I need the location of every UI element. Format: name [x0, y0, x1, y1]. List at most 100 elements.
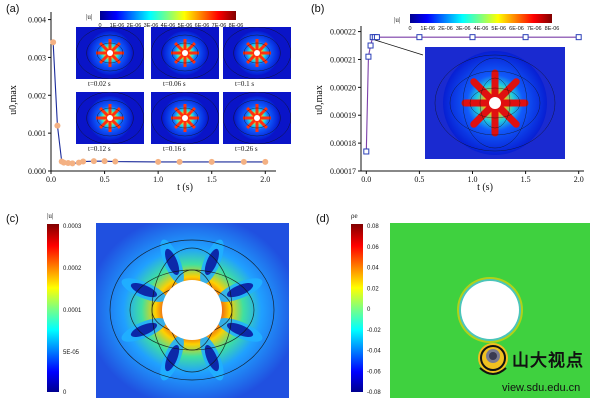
panel-a-point [112, 158, 119, 165]
panel-a-ylabel: u0,max [8, 85, 19, 115]
panel-a-xlabel: t (s) [177, 182, 193, 193]
panel-b-point [469, 34, 476, 41]
panel-b-point [367, 42, 374, 49]
panel-a-ytick-label: 0.002 [28, 91, 46, 100]
watermark-name: 山大视点 [512, 351, 584, 370]
panel-b-ytick-label: 0.00017 [330, 167, 356, 176]
panel-d-colorbar-tick: 0 [367, 307, 371, 313]
panel-a-point [101, 158, 108, 165]
panel-c-colorbar [47, 224, 59, 392]
panel-a-colorbar-tick: 4E-06 [161, 23, 176, 29]
panel-a-xtick-label: 2.0 [260, 175, 270, 184]
panel-d-colorbar-tick: -0.02 [367, 328, 381, 334]
panel-b-xtick-label: 2.0 [574, 175, 584, 184]
panel-b-xlabel: t (s) [477, 182, 493, 193]
watermark-url: view.sdu.edu.cn [502, 382, 581, 394]
panel-d-colorbar-tick: -0.04 [367, 349, 381, 355]
panel-a-point [90, 158, 97, 165]
panel-a-chart: 0.000 0.001 0.002 0.003 0.004 0.0 0.5 1.0 1.5 2.… [8, 11, 276, 193]
panel-c-cylinder [162, 280, 222, 340]
panel-b-xtick-label: 1.0 [468, 175, 478, 184]
panel-d-colorbar-tick: -0.06 [367, 369, 381, 375]
panel-b-ytick-label: 0.00018 [330, 139, 356, 148]
panel-a-snapshot [76, 26, 144, 80]
panel-b-inset-field [425, 47, 565, 159]
panel-a-snapshot-caption: t=0.16 s [163, 145, 186, 153]
panel-b-colorbar-tick: 8E-06 [545, 26, 560, 32]
panel-c-label: (c) [6, 213, 19, 225]
panel-d-colorbar-tick: -0.08 [367, 390, 381, 396]
panel-a-colorbar-tick: 1E-06 [110, 23, 125, 29]
panel-b-inset-pointer [374, 39, 424, 56]
panel-a-colorbar-tick: 3E-06 [144, 23, 159, 29]
panel-a-ytick-label: 0.003 [28, 53, 46, 62]
panel-a-point [69, 160, 76, 167]
panel-a-snapshot [223, 26, 291, 80]
panel-c-colorbar-tick: 0.0003 [63, 224, 82, 230]
panel-c-colorbar-title: |u| [47, 212, 53, 220]
panel-c-colorbar-tick: 0.0001 [63, 308, 82, 314]
panel-a-snapshot-caption: t=0.12 s [88, 145, 111, 153]
panel-b-colorbar-title: |u| [394, 16, 400, 24]
panel-a-colorbar-tick: 2E-06 [127, 23, 142, 29]
panel-b-label: (b) [311, 3, 325, 15]
panel-a-point [176, 158, 183, 165]
watermark-logo-icon [478, 343, 508, 375]
panel-d-cylinder [461, 281, 519, 339]
panel-a-point [65, 160, 72, 167]
panel-a-snapshot-caption: t=0.06 s [163, 80, 186, 88]
panel-a-colorbar [100, 11, 236, 20]
panel-a-snapshot-caption: t=0.1 s [235, 80, 255, 88]
panel-a-label: (a) [6, 3, 20, 15]
panel-b-xtick-label: 0.0 [361, 175, 371, 184]
panel-b-colorbar-tick: 5E-06 [491, 26, 506, 32]
panel-a-point [54, 122, 61, 129]
panel-a-ytick-label: 0.000 [28, 167, 46, 176]
panel-d-colorbar-tick: 0.08 [367, 224, 379, 230]
panel-a-colorbar-tick: 7E-06 [212, 23, 227, 29]
panel-a-xtick-label: 0.0 [46, 175, 56, 184]
panel-a-xtick-label: 1.0 [153, 175, 163, 184]
panel-a-point [262, 158, 269, 165]
panel-b-point [373, 34, 380, 41]
panel-a-point [50, 39, 57, 46]
panel-d-colorbar-title: ρe [351, 212, 358, 220]
panel-b-colorbar-tick: 2E-06 [438, 26, 453, 32]
panel-b-point [522, 34, 529, 41]
panel-d-colorbar [351, 224, 363, 392]
panel-a-colorbar-tick: 6E-06 [195, 23, 210, 29]
panel-b-ytick-label: 0.00022 [330, 28, 356, 37]
panel-a-point [240, 158, 247, 165]
panel-a-colorbar-title: |u| [86, 13, 92, 21]
panel-a-snapshot [151, 91, 219, 145]
panel-a-snapshot-caption: t=0.02 s [88, 80, 111, 88]
panel-b-colorbar-tick: 3E-06 [456, 26, 471, 32]
panel-b-ytick-label: 0.00020 [330, 83, 356, 92]
panel-a-point [208, 158, 215, 165]
panel-b-colorbar-tick: 4E-06 [474, 26, 489, 32]
panel-a-snapshot [223, 91, 291, 145]
panel-a-snapshot [76, 91, 144, 145]
panel-b-colorbar [410, 14, 552, 23]
panel-b-ytick-label: 0.00021 [330, 55, 356, 64]
panel-a-point [60, 159, 67, 166]
panel-d-colorbar-tick: 0.04 [367, 266, 379, 272]
panel-c-colorbar-tick: 0 [63, 390, 67, 396]
panel-b-ylabel: u0,max [314, 85, 325, 115]
panel-a-xtick-label: 0.5 [100, 175, 110, 184]
panel-b-colorbar-tick: 0 [408, 26, 411, 32]
panel-b-colorbar-tick: 6E-06 [509, 26, 524, 32]
panel-c-field: |u| 0.0003 0.0002 0.0001 5E-05 0 [47, 212, 289, 398]
panel-b-point [416, 34, 423, 41]
panel-d-label: (d) [316, 213, 330, 225]
panel-b-xtick-label: 0.5 [414, 175, 424, 184]
panel-a-colorbar-tick: 8E-06 [229, 23, 244, 29]
panel-b-point [575, 34, 582, 41]
panel-b-inset-hole [489, 97, 501, 109]
panel-b-colorbar-tick: 1E-06 [420, 26, 435, 32]
panel-a-point [80, 158, 87, 165]
panel-b-point [365, 53, 372, 60]
panel-c-colorbar-tick: 0.0002 [63, 266, 82, 272]
panel-a-ytick-label: 0.004 [28, 16, 46, 25]
panel-b-point [363, 148, 370, 155]
